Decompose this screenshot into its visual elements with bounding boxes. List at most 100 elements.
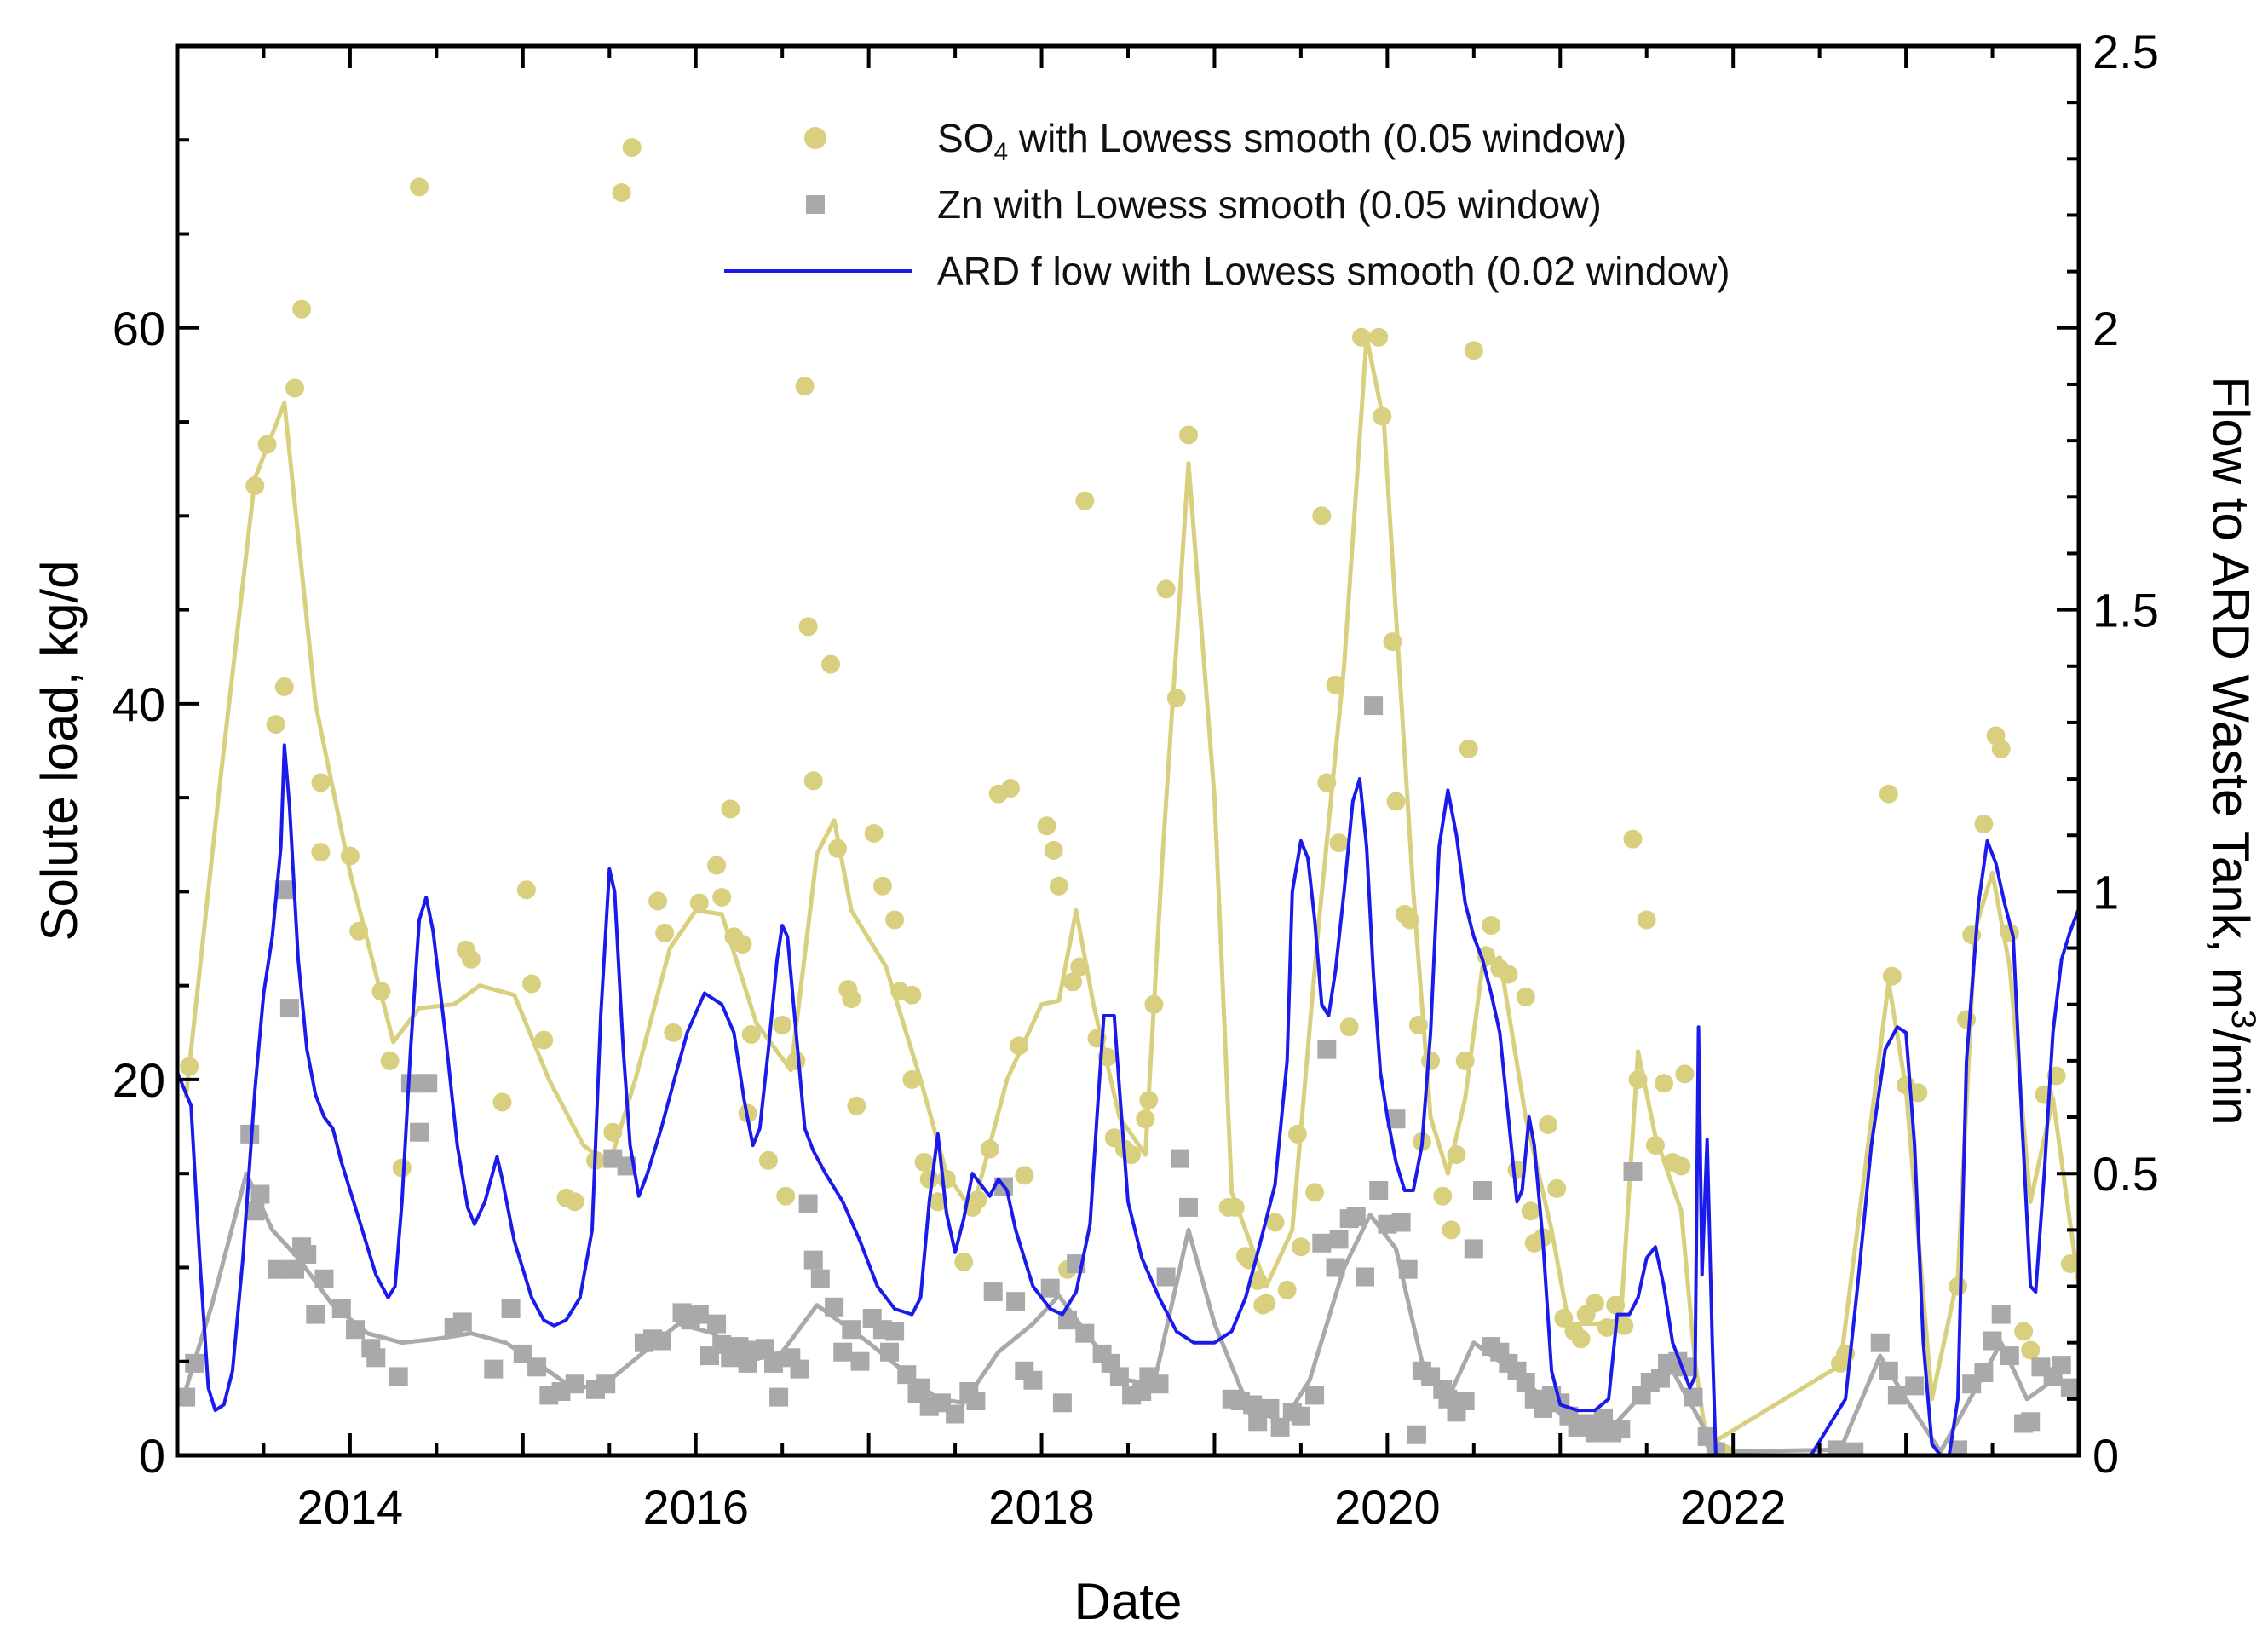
zn-point-137: [1611, 1420, 1631, 1439]
zn-point-105: [1346, 1207, 1366, 1226]
legend-label-so4: SO4 with Lowess smooth (0.05 window): [937, 116, 1626, 166]
so4-point-9: [340, 846, 360, 866]
so4-point-139: [1628, 1069, 1648, 1089]
so4-point-140: [1637, 910, 1656, 930]
so4-point-105: [1373, 406, 1392, 426]
so4-point-163: [2021, 1340, 2041, 1360]
so4-point-55: [902, 1069, 922, 1089]
so4-point-72: [1063, 972, 1083, 992]
so4-point-11: [371, 982, 391, 1001]
so4-point-110: [1408, 1016, 1428, 1034]
so4-point-3: [266, 715, 285, 735]
y-right-tick-label: 2: [2092, 302, 2119, 355]
zn-point-61: [880, 1342, 899, 1362]
so4-point-69: [1044, 840, 1063, 860]
zn-point-76: [1040, 1278, 1060, 1298]
so4-point-132: [1571, 1329, 1591, 1349]
zn-point-151: [1879, 1361, 1898, 1380]
zn-point-24: [501, 1299, 521, 1318]
x-tick-label: 2016: [642, 1480, 749, 1534]
zn-point-108: [1369, 1181, 1389, 1200]
so4-point-103: [1351, 327, 1371, 347]
so4-point-4: [274, 677, 294, 696]
so4-point-33: [721, 799, 740, 819]
y-left-tick-label: 0: [139, 1429, 165, 1483]
so4-point-41: [786, 1051, 806, 1070]
so4-point-27: [648, 891, 668, 911]
so4-point-142: [1655, 1074, 1673, 1093]
zn-point-31: [596, 1374, 616, 1394]
so4-point-43: [798, 617, 818, 637]
y-left-tick-label: 40: [112, 677, 165, 731]
zn-point-87: [1149, 1374, 1169, 1394]
so4-point-13: [392, 1158, 412, 1178]
so4-point-30: [689, 893, 709, 913]
zn-point-22: [452, 1312, 472, 1332]
zn-point-98: [1291, 1406, 1310, 1426]
so4-point-40: [776, 1186, 796, 1206]
so4-point-160: [1991, 739, 2011, 758]
zn-point-95: [1260, 1398, 1280, 1418]
zn-point-154: [1949, 1440, 1967, 1455]
so4-point-94: [1277, 1280, 1297, 1299]
so4-point-49: [847, 1096, 866, 1115]
so4-point-101: [1329, 833, 1349, 853]
zn-point-36: [652, 1331, 671, 1351]
zn-point-141: [1651, 1369, 1670, 1388]
zn-point-101: [1317, 1040, 1337, 1059]
zn-point-110: [1386, 1109, 1406, 1129]
so4-point-145: [1675, 1064, 1695, 1084]
so4-point-141: [1645, 1136, 1665, 1155]
so4-point-137: [1615, 1316, 1634, 1335]
so4-point-158: [1974, 815, 1994, 833]
so4-point-85: [1179, 425, 1198, 445]
zn-point-134: [1585, 1423, 1604, 1443]
so4-point-37: [741, 1025, 761, 1044]
so4-point-115: [1447, 1145, 1466, 1165]
so4-point-63: [980, 1139, 999, 1159]
zn-point-75: [1023, 1370, 1043, 1390]
zn-point-26: [527, 1357, 547, 1377]
so4-point-82: [1144, 994, 1164, 1014]
zn-point-20: [418, 1074, 438, 1093]
so4-point-54: [902, 985, 922, 1005]
so4-point-6: [292, 299, 312, 319]
so4-point-114: [1442, 1220, 1461, 1240]
zn-point-2: [240, 1124, 260, 1144]
so4-point-16: [461, 949, 481, 969]
zn-point-71: [983, 1282, 1003, 1302]
x-tick-label: 2018: [988, 1480, 1095, 1534]
zn-point-41: [707, 1314, 727, 1334]
so4-point-44: [803, 771, 823, 791]
zn-point-0: [177, 1387, 196, 1407]
so4-point-19: [522, 974, 541, 994]
zn-point-113: [1407, 1425, 1426, 1444]
so4-point-102: [1339, 1017, 1359, 1037]
zn-point-148: [1827, 1440, 1846, 1455]
zn-point-23: [484, 1359, 504, 1379]
so4-point-0: [180, 1057, 199, 1076]
so4-point-117: [1459, 739, 1478, 758]
so4-point-125: [1521, 1201, 1540, 1221]
zn-point-13: [331, 1299, 351, 1318]
so4-point-135: [1597, 1318, 1617, 1337]
so4-point-134: [1585, 1294, 1604, 1313]
zn-point-5: [268, 1259, 287, 1279]
zn-point-39: [689, 1305, 709, 1324]
x-tick-label: 2022: [1680, 1480, 1787, 1534]
zn-point-161: [2021, 1412, 2041, 1432]
so4-point-106: [1383, 632, 1402, 652]
so4-point-118: [1464, 341, 1483, 360]
y-right-tick-label: 0.5: [2092, 1147, 2159, 1201]
so4-point-74: [1075, 491, 1095, 510]
zn-point-145: [1684, 1387, 1703, 1407]
so4-point-120: [1482, 916, 1501, 936]
zn-point-10: [297, 1245, 317, 1264]
zn-point-68: [946, 1404, 965, 1424]
so4-point-84: [1166, 689, 1186, 708]
zn-point-47: [755, 1339, 774, 1358]
zn-point-126: [1516, 1373, 1535, 1392]
zn-point-85: [1132, 1382, 1152, 1401]
zn-point-52: [798, 1194, 818, 1213]
so4-point-58: [928, 1192, 947, 1212]
